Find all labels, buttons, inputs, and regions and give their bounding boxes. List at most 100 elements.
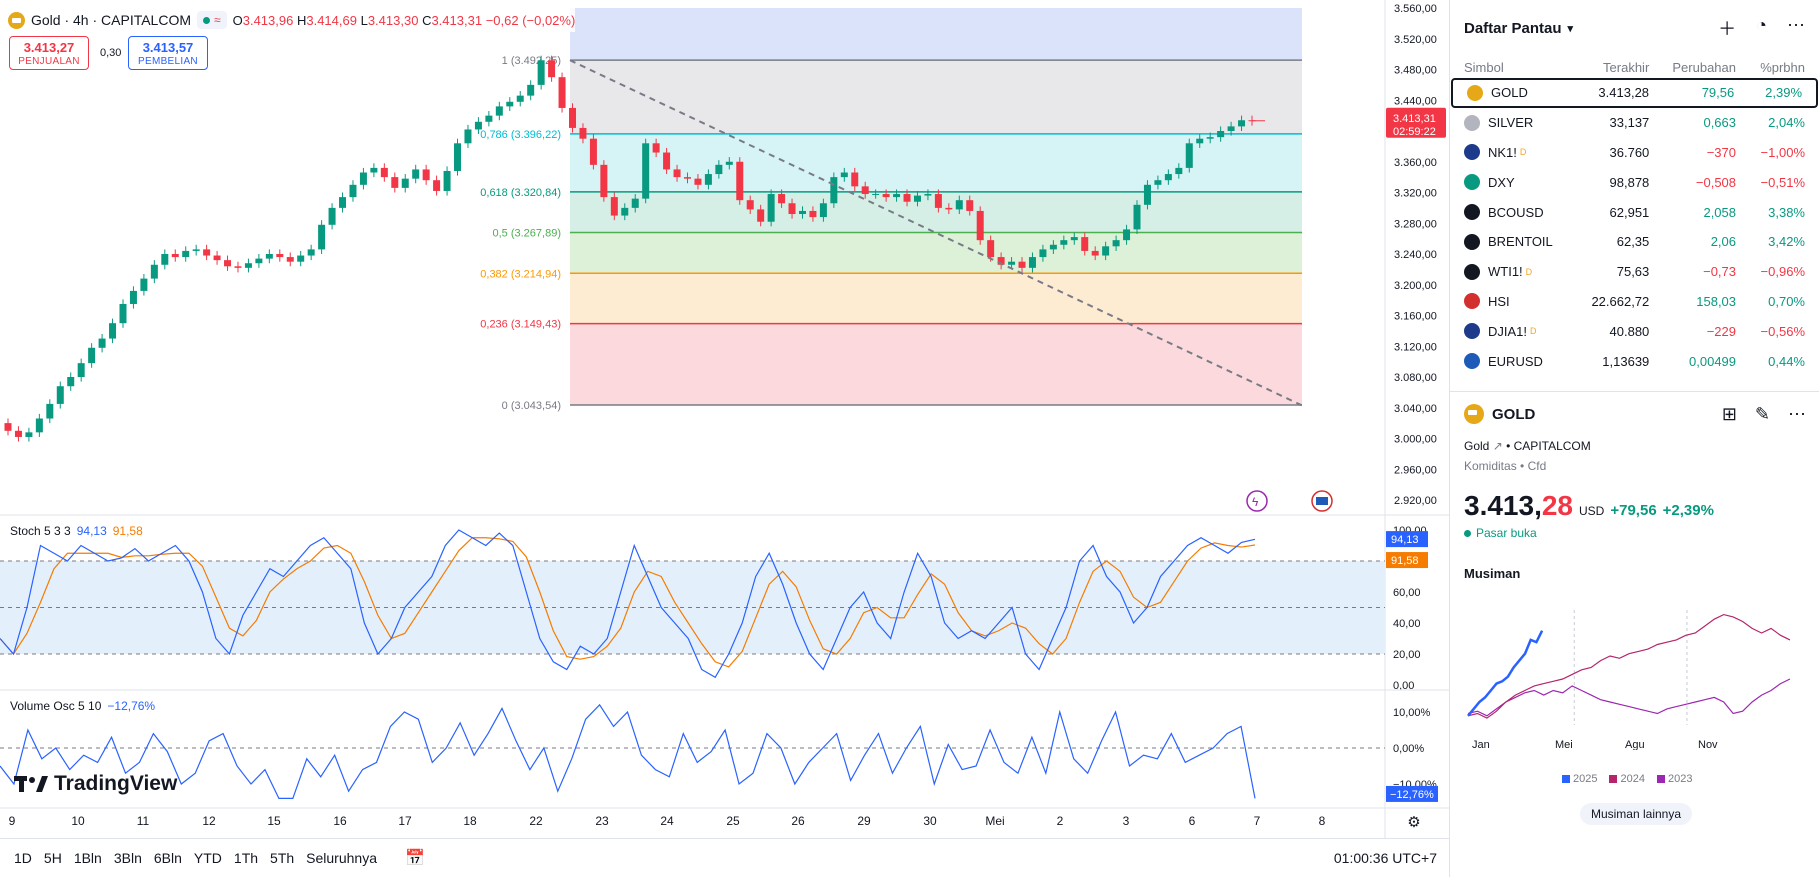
row-last: 98,878 bbox=[1609, 174, 1650, 190]
seasonal-chart[interactable]: Jan Mei Agu Nov bbox=[1450, 600, 1819, 750]
column-change-pct[interactable]: %prbhn bbox=[1760, 59, 1805, 75]
price-chart[interactable]: 1 (3.492,25) 0,786 (3.396,22) 0,618 (3.320… bbox=[0, 0, 1449, 838]
stoch-legend[interactable]: Stoch 5 3 3 94,13 91,58 bbox=[10, 524, 143, 538]
watchlist-row-eurusd[interactable]: EURUSD 1,13639 0,00499 0,44% bbox=[1450, 346, 1819, 376]
volume-tick: 0,00% bbox=[1393, 743, 1424, 755]
column-last[interactable]: Terakhir bbox=[1603, 59, 1650, 75]
timeframe-5th[interactable]: 5Th bbox=[270, 850, 295, 866]
stoch-tick: 60,00 bbox=[1393, 587, 1421, 599]
row-last: 62,951 bbox=[1609, 204, 1650, 220]
right-panel: Daftar Pantau ▾ ＋ ◔ ⋯ Simbol Terakhir Pe… bbox=[1449, 0, 1819, 877]
time-tick: 16 bbox=[333, 814, 347, 828]
timeframe-ytd[interactable]: YTD bbox=[193, 850, 222, 866]
price-tick: 3.480,00 bbox=[1394, 65, 1437, 77]
nikkei-icon bbox=[1464, 144, 1480, 161]
sell-button[interactable]: 3.413,27 PENJUALAN bbox=[9, 36, 89, 70]
time-tick: 15 bbox=[267, 814, 281, 828]
more-seasonals-button[interactable]: Musiman lainnya bbox=[1580, 803, 1692, 825]
price-tick: 3.520,00 bbox=[1394, 34, 1437, 46]
watchlist-row-bcousd[interactable]: BCOUSD 62,951 2,058 3,38% bbox=[1450, 197, 1819, 227]
seasonal-line-2024 bbox=[1467, 613, 1791, 719]
candle-body bbox=[631, 198, 639, 208]
timeframe-6bln[interactable]: 6Bln bbox=[153, 850, 182, 866]
legend-2023[interactable]: 2023 bbox=[1656, 773, 1692, 785]
tradingview-logo[interactable]: TradingView bbox=[14, 772, 177, 796]
candle-body bbox=[558, 77, 566, 108]
watchlist-row-wti1[interactable]: WTI1! D 75,63 −0,73 −0,96% bbox=[1450, 257, 1819, 287]
row-symbol: NK1! bbox=[1488, 144, 1517, 160]
candle-body bbox=[1112, 240, 1120, 247]
more-options-icon[interactable]: ⋯ bbox=[1787, 15, 1805, 35]
timeframe-seluruhnya[interactable]: Seluruhnya bbox=[306, 850, 377, 866]
price-tick: 3.360,00 bbox=[1394, 157, 1437, 169]
watchlist-row-gold[interactable]: GOLD 3.413,28 79,56 2,39% bbox=[1451, 78, 1818, 108]
row-change-pct: 3,38% bbox=[1768, 204, 1805, 220]
buy-button[interactable]: 3.413,57 PEMBELIAN bbox=[128, 36, 208, 70]
candle-body bbox=[77, 363, 85, 377]
watchlist-title[interactable]: Daftar Pantau bbox=[1464, 19, 1562, 37]
timeframe-1th[interactable]: 1Th bbox=[233, 850, 259, 866]
watchlist-row-djia1[interactable]: DJIA1! D 40.880 −229 −0,56% bbox=[1450, 316, 1819, 346]
add-symbol-icon[interactable]: ＋ bbox=[1718, 19, 1737, 39]
time-tick: 30 bbox=[923, 814, 937, 828]
eu-flag-icon bbox=[1464, 353, 1480, 370]
clock[interactable]: 01:00:36 UTC+7 bbox=[1333, 850, 1437, 866]
layout-icon[interactable]: ⊞ bbox=[1721, 403, 1737, 424]
chevron-down-icon[interactable]: ▾ bbox=[1567, 22, 1574, 35]
column-change[interactable]: Perubahan bbox=[1672, 59, 1737, 75]
candle-body bbox=[976, 210, 984, 241]
candle-body bbox=[1091, 250, 1099, 256]
timeframe-5h[interactable]: 5H bbox=[43, 850, 62, 866]
candle-body bbox=[349, 184, 357, 198]
volume-osc-legend[interactable]: Volume Osc 5 10 −12,76% bbox=[10, 699, 155, 713]
volume-osc-title: Volume Osc 5 10 bbox=[10, 699, 102, 713]
fib-zone bbox=[570, 323, 1302, 406]
type-text: Cfd bbox=[1527, 459, 1547, 473]
candle-body bbox=[1154, 180, 1162, 185]
watchlist-row-brentoil[interactable]: BRENTOIL 62,35 2,06 3,42% bbox=[1450, 227, 1819, 257]
candle-body bbox=[924, 194, 932, 196]
legend-2025[interactable]: 2025 bbox=[1562, 773, 1597, 785]
watchlist-row-nk1[interactable]: NK1! D 36.760 −370 −1,00% bbox=[1450, 138, 1819, 168]
candle-body bbox=[119, 303, 127, 324]
candle-body bbox=[600, 164, 608, 198]
details-symbol[interactable]: GOLD bbox=[1492, 405, 1536, 423]
timeframe-1d[interactable]: 1D bbox=[14, 850, 32, 866]
candle-body bbox=[359, 172, 367, 185]
candle-body bbox=[966, 200, 974, 211]
time-tick: 9 bbox=[9, 814, 16, 828]
timeframe-3bln[interactable]: 3Bln bbox=[113, 850, 142, 866]
candle-body bbox=[109, 323, 117, 339]
watchlist-row-dxy[interactable]: DXY 98,878 −0,508 −0,51% bbox=[1450, 167, 1819, 197]
row-change: 79,56 bbox=[1701, 85, 1735, 101]
legend-2024[interactable]: 2024 bbox=[1609, 773, 1645, 785]
stoch-k-badge-text: 94,13 bbox=[1391, 534, 1419, 546]
candle-body bbox=[903, 194, 911, 202]
candle-body bbox=[140, 278, 148, 291]
fib-zone bbox=[570, 273, 1302, 324]
row-change: 0,663 bbox=[1703, 115, 1737, 131]
chart-area[interactable]: 1 (3.492,25) 0,786 (3.396,22) 0,618 (3.320… bbox=[0, 0, 1449, 877]
column-symbol[interactable]: Simbol bbox=[1464, 59, 1504, 75]
advanced-view-icon[interactable]: ◔ bbox=[1756, 15, 1767, 35]
seasonal-title[interactable]: Musiman bbox=[1464, 566, 1521, 581]
symbol-title[interactable]: Gold · 4h · CAPITALCOM bbox=[31, 12, 192, 28]
watchlist-row-silver[interactable]: SILVER 33,137 0,663 2,04% bbox=[1450, 108, 1819, 138]
market-status-pill[interactable]: ≈ bbox=[197, 11, 227, 29]
edit-icon[interactable]: ✎ bbox=[1754, 403, 1770, 424]
watchlist-row-hsi[interactable]: HSI 22.662,72 158,03 0,70% bbox=[1450, 287, 1819, 317]
details-desc[interactable]: Gold bbox=[1464, 439, 1490, 453]
more-options-icon[interactable]: ⋯ bbox=[1788, 403, 1806, 424]
price-tick: 3.040,00 bbox=[1394, 403, 1437, 415]
candle-body bbox=[851, 172, 859, 187]
seasonal-legend: 2025 2024 2023 bbox=[1562, 773, 1692, 785]
candle-body bbox=[276, 254, 284, 258]
oil-drop-icon bbox=[1464, 204, 1480, 221]
timeframe-1bln[interactable]: 1Bln bbox=[73, 850, 102, 866]
details-description: Gold ↗ • CAPITALCOM bbox=[1464, 439, 1591, 453]
seasonal-month-label: Mei bbox=[1555, 739, 1573, 750]
fib-label: 0,618 (3.320,84) bbox=[480, 187, 561, 199]
candle-body bbox=[422, 169, 430, 181]
date-range-icon[interactable]: 📅 bbox=[404, 850, 425, 867]
external-link-icon[interactable]: ↗ bbox=[1492, 439, 1503, 453]
